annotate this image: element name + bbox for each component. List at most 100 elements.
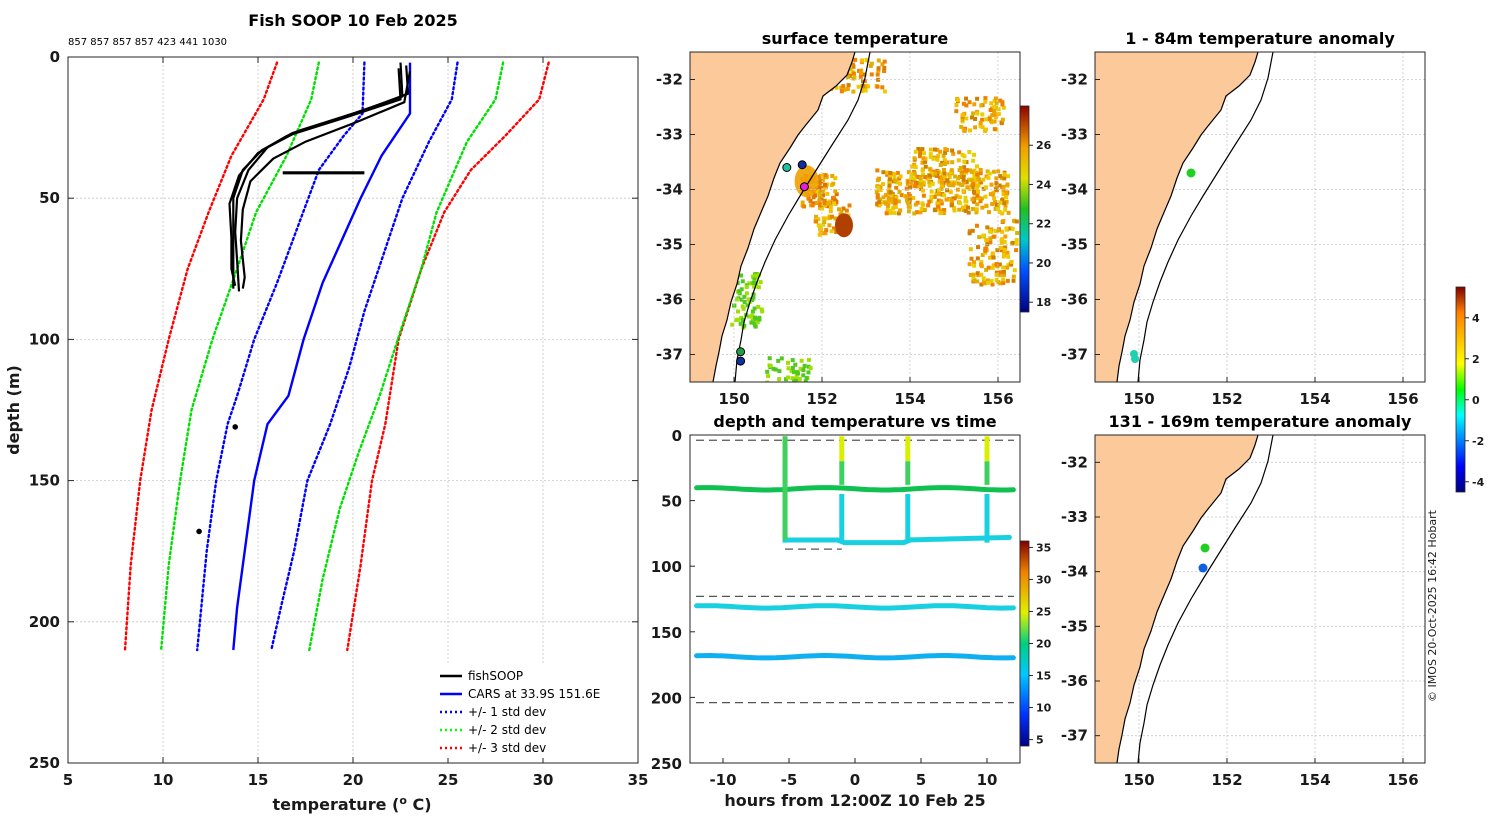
sst-pixel bbox=[913, 165, 918, 170]
sst-pixel bbox=[1004, 199, 1009, 204]
sst-pixel bbox=[973, 125, 978, 130]
depth-time-axes bbox=[689, 434, 1021, 764]
sst-pixel bbox=[906, 179, 911, 184]
sst-pixel bbox=[760, 309, 765, 314]
sst-pixel bbox=[1001, 281, 1006, 285]
sst-pixel bbox=[863, 88, 868, 93]
sst-pixel bbox=[977, 235, 982, 240]
sst-pixel bbox=[739, 297, 744, 302]
sst-pixel bbox=[957, 201, 962, 206]
sst-pixel bbox=[996, 228, 1001, 233]
sst-pixel bbox=[909, 175, 914, 180]
sst-pixel bbox=[848, 67, 853, 71]
sst-pixel bbox=[994, 272, 999, 277]
sst-pixel bbox=[972, 278, 977, 282]
sst-pixel bbox=[860, 89, 865, 94]
y-tick-label: -36 bbox=[1061, 291, 1088, 309]
sst-pixel bbox=[905, 198, 909, 203]
sst-pixel bbox=[964, 116, 969, 121]
sst-pixel bbox=[998, 270, 1003, 275]
sst-pixel bbox=[827, 199, 832, 204]
sst-pixel bbox=[921, 202, 925, 207]
sst-pixel bbox=[968, 128, 972, 133]
sst-pixel bbox=[893, 200, 898, 205]
sst-pixel bbox=[985, 225, 990, 230]
sst-pixel bbox=[978, 199, 983, 204]
sst-pixel bbox=[881, 170, 886, 175]
sst-pixel bbox=[992, 196, 997, 201]
y-tick-label: -37 bbox=[1061, 346, 1088, 364]
x-tick-label: 154 bbox=[894, 390, 925, 408]
sst-pixel bbox=[961, 188, 966, 193]
sst-pixel bbox=[979, 272, 984, 277]
sst-pixel bbox=[942, 193, 947, 198]
sst-pixel bbox=[885, 172, 890, 177]
sst-pixel bbox=[808, 198, 813, 203]
sst-pixel bbox=[811, 201, 816, 206]
sst-pixel bbox=[876, 185, 881, 190]
sst-pixel bbox=[790, 376, 795, 381]
sst-pixel bbox=[817, 198, 822, 203]
sst-pixel bbox=[819, 227, 823, 231]
sst-pixel bbox=[885, 170, 890, 175]
sst-pixel bbox=[823, 173, 828, 178]
sst-pixel bbox=[918, 210, 923, 215]
sst-pixel bbox=[975, 202, 980, 207]
sst-pixel bbox=[1014, 241, 1019, 246]
sst-pixel bbox=[988, 108, 993, 112]
sst-pixel bbox=[1002, 176, 1007, 181]
anomaly-bottom-axes bbox=[1094, 434, 1426, 764]
y-tick-label: 100 bbox=[651, 558, 682, 576]
sst-pixel bbox=[939, 186, 944, 191]
y-tick-label: -37 bbox=[656, 346, 683, 364]
sst-pixel bbox=[910, 171, 914, 176]
sst-pixel bbox=[819, 197, 824, 202]
sst-pixel bbox=[994, 101, 999, 106]
sst-pixel bbox=[975, 279, 980, 284]
fishsoop-profile bbox=[234, 65, 410, 292]
sst-pixel bbox=[991, 263, 996, 268]
anomaly-top-point bbox=[1131, 355, 1139, 363]
sst-x-ticks: 150 152 154 156 bbox=[718, 377, 1014, 408]
x-tick-label: 156 bbox=[1387, 771, 1418, 789]
y-tick-label: -33 bbox=[1061, 508, 1088, 526]
sst-pixel bbox=[935, 170, 940, 175]
sst-pixel bbox=[752, 280, 757, 285]
sst-pixel bbox=[937, 175, 942, 180]
sst-pixel bbox=[971, 111, 976, 116]
sst-pixel bbox=[834, 192, 839, 197]
sst-pixel bbox=[1004, 195, 1008, 200]
sst-pixel bbox=[991, 169, 996, 174]
legend-label: +/- 2 std dev bbox=[468, 723, 546, 737]
sst-pixel bbox=[975, 193, 980, 198]
sst-pixel bbox=[751, 296, 756, 301]
sst-pixel bbox=[992, 119, 997, 124]
anomaly-bottom-point bbox=[1200, 543, 1210, 553]
sst-mooring-points bbox=[736, 160, 809, 366]
sst-pixel bbox=[796, 377, 801, 382]
sst-pixel bbox=[753, 273, 758, 278]
sst-pixel bbox=[882, 59, 887, 64]
legend-label: +/- 3 std dev bbox=[468, 741, 546, 755]
sst-pixel bbox=[942, 211, 947, 215]
sst-pixel bbox=[979, 262, 983, 267]
sst-pixel bbox=[988, 236, 993, 241]
sst-pixel bbox=[830, 174, 835, 178]
sst-pixel bbox=[992, 108, 997, 113]
sst-pixel bbox=[989, 279, 994, 284]
sst-pixel bbox=[995, 248, 1000, 253]
sst-pixel bbox=[942, 171, 947, 176]
sst-pixel bbox=[800, 200, 805, 205]
sst-pixel bbox=[1014, 238, 1019, 243]
sst-pixel bbox=[911, 196, 916, 200]
sst-pixel bbox=[960, 117, 965, 122]
sst-pixel bbox=[953, 174, 958, 179]
sst-pixel bbox=[970, 228, 975, 233]
sst-pixel bbox=[793, 378, 798, 382]
sst-pixel bbox=[981, 233, 986, 238]
profile-series bbox=[123, 61, 550, 652]
sst-mooring-point bbox=[782, 163, 792, 172]
sst-pixel bbox=[988, 255, 992, 260]
sst-pixel bbox=[935, 147, 940, 152]
sst-pixel bbox=[992, 127, 997, 132]
